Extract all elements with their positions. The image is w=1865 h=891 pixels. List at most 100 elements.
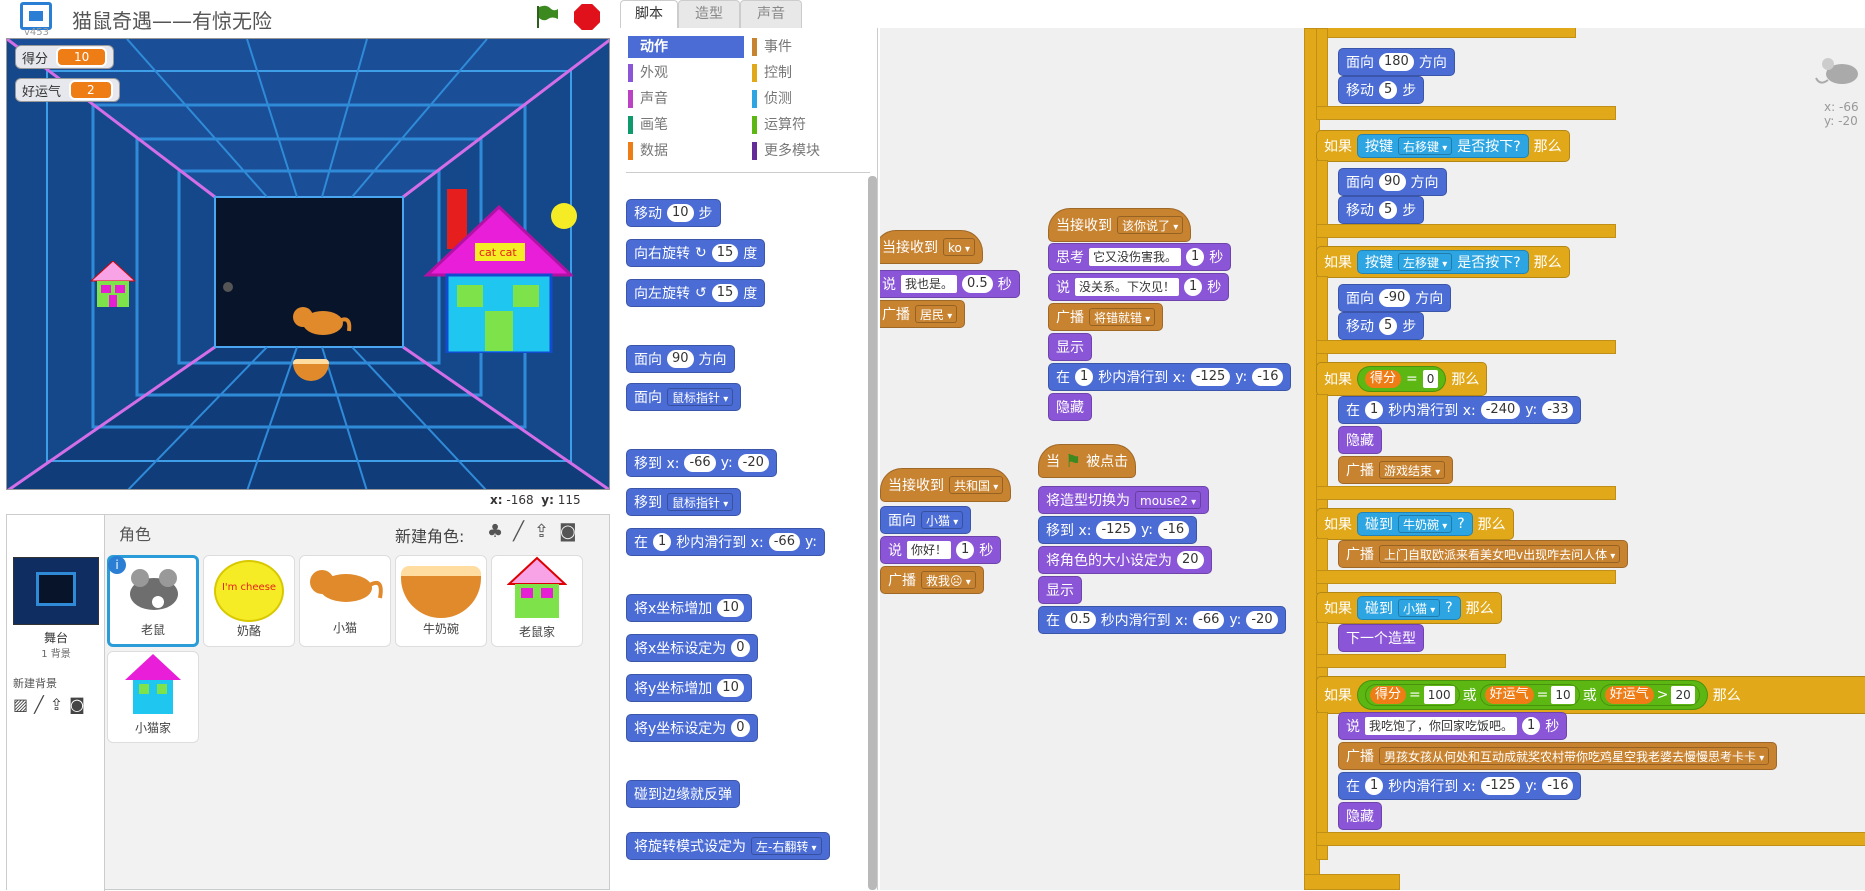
upload-icon[interactable]: ⇪ xyxy=(49,695,64,714)
block-set-y[interactable]: 将y坐标设定为 0 xyxy=(626,714,758,742)
block-glide[interactable]: 在 0.5 秒内滑行到 x: -66 y: -20 xyxy=(1038,606,1286,634)
camera-icon[interactable]: ◙ xyxy=(69,695,85,714)
category-operators[interactable]: 运算符 xyxy=(752,114,806,136)
stage-sprite-mouse-house[interactable] xyxy=(89,260,137,309)
block-point-direction[interactable]: 面向 180 方向 xyxy=(1338,48,1455,76)
score-monitor[interactable]: 得分 10 xyxy=(15,45,115,69)
category-events[interactable]: 事件 xyxy=(752,36,792,58)
block-say-for[interactable]: 说没关系。下次见！ 1 秒 xyxy=(1048,273,1230,301)
category-motion[interactable]: 动作 xyxy=(628,36,744,58)
camera-sprite-icon[interactable]: ◙ xyxy=(559,521,577,542)
category-data[interactable]: 数据 xyxy=(628,140,668,162)
block-move[interactable]: 移动 10 步 xyxy=(626,199,721,227)
block-change-y[interactable]: 将y坐标增加 10 xyxy=(626,674,752,702)
block-next-costume[interactable]: 下一个造型 xyxy=(1338,624,1424,652)
hat-when-flag-clicked[interactable]: 当 ⚑ 被点击 xyxy=(1038,444,1137,478)
block-hide[interactable]: 隐藏 xyxy=(1338,802,1382,830)
block-glide[interactable]: 在 1 秒内滑行到 x: -125 y: -16 xyxy=(1338,772,1582,800)
block-say-for[interactable]: 说你好！ 1 秒 xyxy=(880,536,1002,564)
block-turn-right[interactable]: 向右旋转 ↻ 15 度 xyxy=(626,239,766,267)
category-more[interactable]: 更多模块 xyxy=(752,140,820,162)
info-icon[interactable]: i xyxy=(108,556,126,574)
stage-sprite-milk-bowl[interactable] xyxy=(293,359,329,381)
block-broadcast[interactable]: 广播 救我☹ xyxy=(880,566,984,594)
block-broadcast-game-over[interactable]: 广播 游戏结束 xyxy=(1338,456,1454,484)
if-key-right[interactable]: 如果按键右移键是否按下?那么 xyxy=(1316,130,1570,162)
block-point-towards-cat[interactable]: 面向 小猫 xyxy=(880,506,972,534)
category-sensing[interactable]: 侦测 xyxy=(752,88,792,110)
block-move[interactable]: 移动 5 步 xyxy=(1338,312,1425,340)
block-think-for[interactable]: 思考 它又没伤害我。 1 秒 xyxy=(1048,243,1232,271)
sprite-library-icon[interactable]: ♣ xyxy=(487,521,504,542)
sprite-thumb-cheese[interactable]: I'm cheese 奶酪 xyxy=(203,555,295,647)
tab-scripts[interactable]: 脚本 xyxy=(620,0,678,28)
pencil-icon[interactable]: ╱ xyxy=(34,695,44,714)
stage-sprite-cat-house[interactable]: cat cat xyxy=(423,189,575,355)
block-switch-costume[interactable]: 将造型切换为 mouse2 xyxy=(1038,486,1210,514)
block-glide[interactable]: 在 1 秒内滑行到 x: -125 y: -16 xyxy=(1048,363,1292,391)
sensing-key-pressed[interactable]: 按键右移键是否按下? xyxy=(1357,134,1529,158)
sprite-thumb-mouse-house[interactable]: 老鼠家 xyxy=(491,555,583,647)
block-turn-left[interactable]: 向左旋转 ↺ 15 度 xyxy=(626,279,766,307)
block-hide[interactable]: 隐藏 xyxy=(1048,393,1092,421)
block-set-size[interactable]: 将角色的大小设定为 20 xyxy=(1038,546,1212,574)
sprite-thumb-milk-bowl[interactable]: 牛奶碗 xyxy=(395,555,487,647)
stage-sprite-cheese[interactable] xyxy=(551,203,577,229)
block-point-direction[interactable]: 面向 90 方向 xyxy=(626,345,735,373)
tab-costumes[interactable]: 造型 xyxy=(678,0,740,28)
sprite-thumb-cat[interactable]: 小猫 xyxy=(299,555,391,647)
if-win-condition[interactable]: 如果 得分 = 100 或 好运气 = 10 或 好运气 >20 那么 xyxy=(1316,676,1865,714)
block-goto-xy[interactable]: 移到 x: -125 y: -16 xyxy=(1038,516,1198,544)
sprite-thumb-mouse[interactable]: 老鼠 i xyxy=(107,555,199,647)
block-point-towards[interactable]: 面向 鼠标指针 xyxy=(626,383,742,411)
stage-thumbnail[interactable] xyxy=(13,557,99,625)
tab-sounds[interactable]: 声音 xyxy=(740,0,802,28)
stop-icon[interactable] xyxy=(574,4,600,30)
stage-sprite-mouse[interactable] xyxy=(223,282,233,292)
sprite-thumb-cat-house[interactable]: 小猫家 xyxy=(107,651,199,743)
block-glide[interactable]: 在 1 秒内滑行到 x: -240 y: -33 xyxy=(1338,396,1582,424)
block-point-direction[interactable]: 面向 90 方向 xyxy=(1338,168,1447,196)
if-block[interactable] xyxy=(1316,28,1576,38)
category-sound[interactable]: 声音 xyxy=(628,88,668,110)
stage[interactable]: 得分 10 好运气 2 cat cat xyxy=(6,38,610,490)
paint-sprite-icon[interactable]: ╱ xyxy=(513,521,524,542)
upload-sprite-icon[interactable]: ⇪ xyxy=(533,521,550,542)
category-pen[interactable]: 画笔 xyxy=(628,114,668,136)
block-change-x[interactable]: 将x坐标增加 10 xyxy=(626,594,752,622)
block-broadcast[interactable]: 广播 上门自取欧派来看美女吧v出现咋去问人体 xyxy=(1338,540,1629,568)
block-point-direction[interactable]: 面向 -90 方向 xyxy=(1338,284,1452,312)
hat-when-receive-your-turn[interactable]: 当接收到 该你说了 xyxy=(1048,208,1192,242)
if-score-zero[interactable]: 如果 得分 = 0 那么 xyxy=(1316,362,1488,396)
luck-monitor[interactable]: 好运气 2 xyxy=(15,78,120,102)
block-goto[interactable]: 移到 鼠标指针 xyxy=(626,488,742,516)
project-title[interactable]: 猫鼠奇遇——有惊无险 xyxy=(72,9,272,33)
hat-when-receive-republic[interactable]: 当接收到 共和国 xyxy=(880,468,1012,502)
block-hide[interactable]: 隐藏 xyxy=(1338,426,1382,454)
block-say-for[interactable]: 说我吃饱了，你回家吃饭吧。 1 秒 xyxy=(1338,712,1568,740)
block-broadcast[interactable]: 广播 居民 xyxy=(880,300,966,328)
block-rotation-style[interactable]: 将旋转模式设定为 左-右翻转 xyxy=(626,832,830,860)
stage-sprite-cat[interactable] xyxy=(289,301,353,339)
paint-backdrop-icon[interactable]: ▨ xyxy=(13,695,29,714)
hat-when-receive-ko[interactable]: 当接收到 ko xyxy=(880,230,984,264)
palette-scrollbar[interactable] xyxy=(868,176,877,890)
operator-equals[interactable]: 得分 = 0 xyxy=(1357,366,1447,392)
block-bounce[interactable]: 碰到边缘就反弹 xyxy=(626,780,740,808)
block-show[interactable]: 显示 xyxy=(1038,576,1082,604)
fullscreen-icon[interactable] xyxy=(20,2,52,30)
block-show[interactable]: 显示 xyxy=(1048,333,1092,361)
block-move[interactable]: 移动 5 步 xyxy=(1338,196,1425,224)
if-key-left[interactable]: 如果按键左移键是否按下?那么 xyxy=(1316,246,1570,278)
category-control[interactable]: 控制 xyxy=(752,62,792,84)
block-broadcast[interactable]: 广播 将错就错 xyxy=(1048,303,1164,331)
block-set-x[interactable]: 将x坐标设定为 0 xyxy=(626,634,758,662)
green-flag-icon[interactable] xyxy=(534,4,560,30)
block-goto-xy[interactable]: 移到 x: -66 y: -20 xyxy=(626,449,777,477)
operator-or[interactable]: 得分 = 100 或 好运气 = 10 或 好运气 >20 xyxy=(1357,680,1708,710)
